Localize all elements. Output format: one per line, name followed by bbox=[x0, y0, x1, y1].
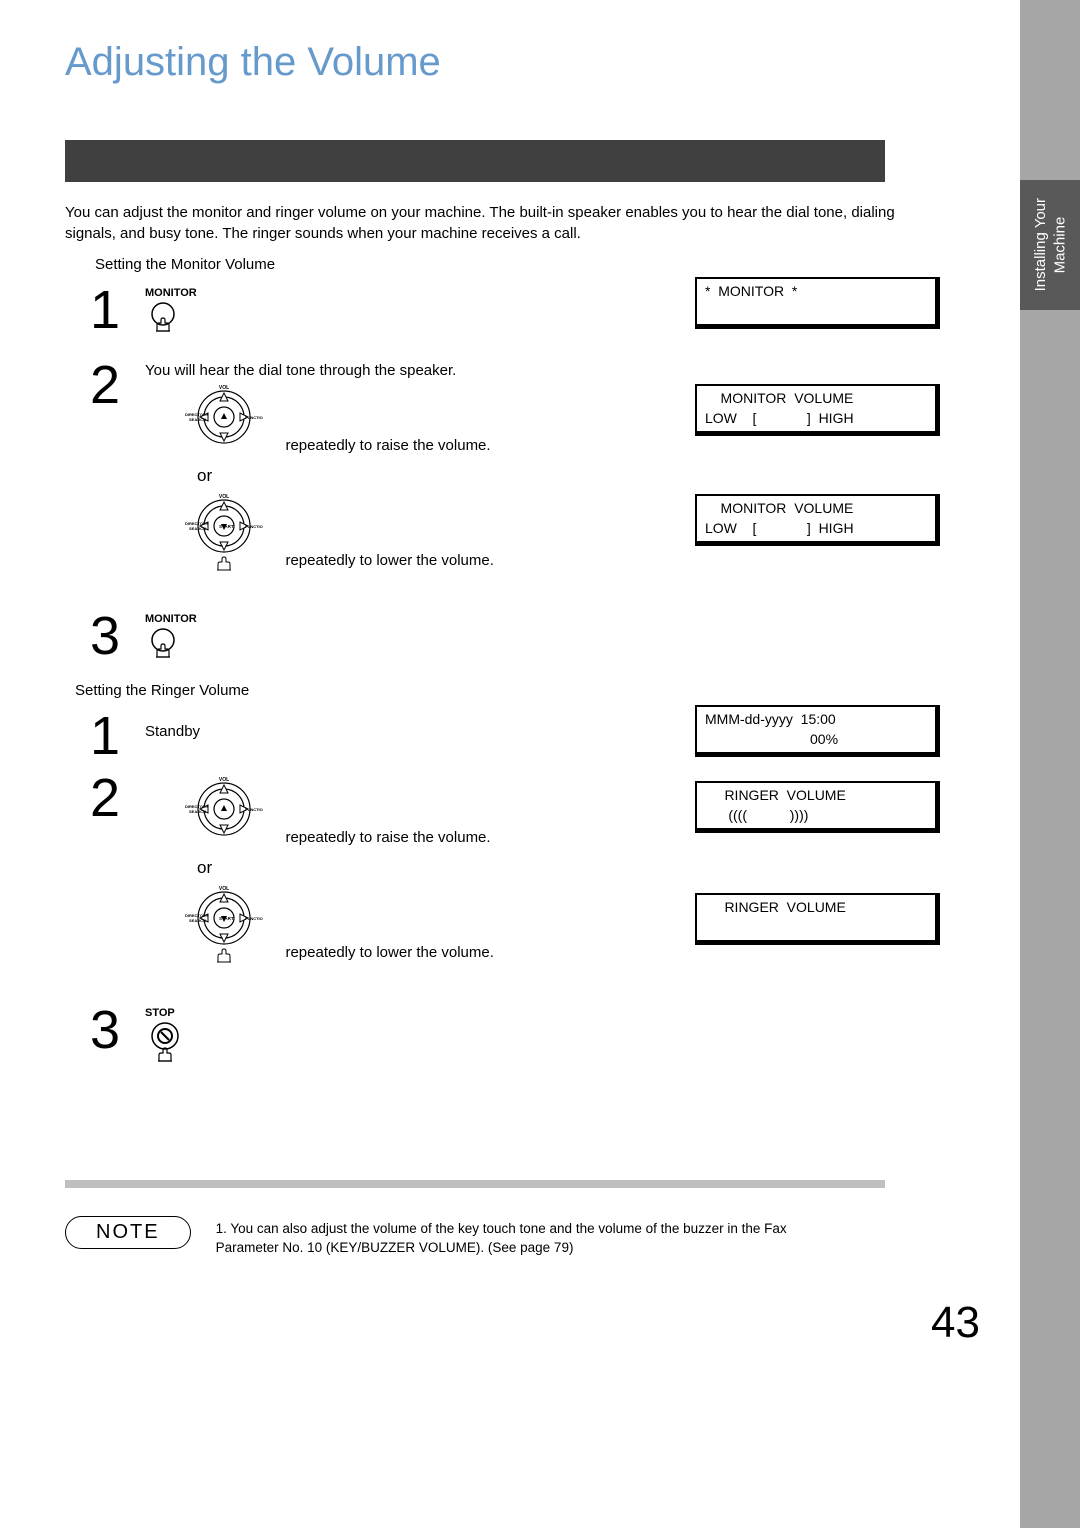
svg-text:FUNCTION: FUNCTION bbox=[245, 807, 263, 812]
monitor-step-2: 2 You will hear the dial tone through th… bbox=[65, 354, 935, 587]
svg-text:VOL: VOL bbox=[219, 385, 229, 391]
dial-down-icon: START VOL DIRECTORY SEARCH FUNCTION bbox=[185, 492, 263, 587]
raise-text: repeatedly to raise the volume. bbox=[285, 829, 490, 846]
note-badge: NOTE bbox=[65, 1216, 191, 1249]
step-number: 1 bbox=[65, 279, 145, 337]
or-text: or bbox=[197, 466, 935, 486]
section-tab: Installing YourMachine bbox=[1020, 180, 1080, 310]
lower-text: repeatedly to lower the volume. bbox=[285, 552, 493, 569]
step-number: 3 bbox=[65, 999, 145, 1057]
dial-up-icon: VOL DIRECTORY SEARCH FUNCTION bbox=[185, 775, 263, 852]
note-text: 1. You can also adjust the volume of the… bbox=[216, 1216, 787, 1258]
step-number: 1 bbox=[65, 705, 145, 763]
ringer-heading: Setting the Ringer Volume bbox=[75, 682, 935, 699]
display-line bbox=[705, 918, 927, 938]
step-number: 3 bbox=[65, 605, 145, 663]
intro-text: You can adjust the monitor and ringer vo… bbox=[65, 202, 915, 244]
stop-button-icon bbox=[145, 1021, 185, 1073]
svg-text:VOL: VOL bbox=[219, 494, 229, 500]
lcd-display: MONITOR VOLUME LOW [ ] HIGH bbox=[695, 494, 940, 546]
lcd-display: * MONITOR * bbox=[695, 277, 940, 329]
step2-intro: You will hear the dial tone through the … bbox=[145, 362, 935, 379]
display-line: LOW [ ] HIGH bbox=[705, 519, 927, 539]
ringer-step-3: 3 STOP bbox=[65, 999, 935, 1078]
display-line: MONITOR VOLUME bbox=[705, 389, 927, 409]
svg-text:VOL: VOL bbox=[219, 886, 229, 892]
display-line: LOW [ ] HIGH bbox=[705, 409, 927, 429]
monitor-heading: Setting the Monitor Volume bbox=[95, 256, 935, 273]
lower-text: repeatedly to lower the volume. bbox=[285, 944, 493, 961]
ringer-step-2: 2 VOL DIRECTORY SEARCH bbox=[65, 767, 935, 979]
display-line: RINGER VOLUME bbox=[705, 898, 927, 918]
lcd-display: MMM-dd-yyyy 15:00 00% bbox=[695, 705, 940, 757]
lcd-display: RINGER VOLUME bbox=[695, 893, 940, 945]
note-line: 1. You can also adjust the volume of the… bbox=[216, 1220, 787, 1239]
svg-text:VOL: VOL bbox=[219, 777, 229, 783]
note-separator bbox=[65, 1180, 885, 1188]
monitor-step-1: 1 MONITOR * MONITOR * bbox=[65, 279, 935, 350]
stop-button-label: STOP bbox=[145, 1007, 935, 1019]
ringer-step-1: 1 Standby MMM-dd-yyyy 15:00 00% bbox=[65, 705, 935, 763]
step-number: 2 bbox=[65, 767, 145, 825]
monitor-button-label: MONITOR bbox=[145, 613, 935, 625]
svg-text:SEARCH: SEARCH bbox=[189, 417, 206, 422]
display-line: (((( )))) bbox=[705, 806, 927, 826]
display-line: * MONITOR * bbox=[705, 282, 927, 302]
svg-text:START: START bbox=[219, 916, 234, 921]
section-tab-label: Installing YourMachine bbox=[1031, 198, 1070, 291]
press-button-icon bbox=[145, 301, 181, 345]
or-text: or bbox=[197, 858, 935, 878]
svg-text:FUNCTION: FUNCTION bbox=[245, 415, 263, 420]
note-line: Parameter No. 10 (KEY/BUZZER VOLUME). (S… bbox=[216, 1239, 787, 1258]
svg-text:SEARCH: SEARCH bbox=[189, 918, 206, 923]
page-number: 43 bbox=[931, 1298, 980, 1348]
display-line: RINGER VOLUME bbox=[705, 786, 927, 806]
dial-down-icon: START VOL DIRECTORY SEARCH FUNCTION bbox=[185, 884, 263, 979]
lcd-display: RINGER VOLUME (((( )))) bbox=[695, 781, 940, 833]
step-number: 2 bbox=[65, 354, 145, 412]
page-content: Adjusting the Volume You can adjust the … bbox=[65, 40, 935, 1082]
svg-text:START: START bbox=[219, 524, 234, 529]
press-button-icon bbox=[145, 627, 181, 671]
section-band bbox=[65, 140, 885, 182]
dial-up-icon: VOL DIRECTORY SEARCH FUNCTION bbox=[185, 383, 263, 460]
svg-text:FUNCTION: FUNCTION bbox=[245, 524, 263, 529]
display-line: MONITOR VOLUME bbox=[705, 499, 927, 519]
svg-text:SEARCH: SEARCH bbox=[189, 526, 206, 531]
display-line: MMM-dd-yyyy 15:00 bbox=[705, 710, 927, 730]
svg-text:FUNCTION: FUNCTION bbox=[245, 916, 263, 921]
note-section: NOTE 1. You can also adjust the volume o… bbox=[65, 1216, 915, 1258]
svg-text:SEARCH: SEARCH bbox=[189, 809, 206, 814]
lcd-display: MONITOR VOLUME LOW [ ] HIGH bbox=[695, 384, 940, 436]
display-line: 00% bbox=[705, 730, 927, 750]
display-line bbox=[705, 302, 927, 322]
page-title: Adjusting the Volume bbox=[65, 40, 935, 85]
monitor-step-3: 3 MONITOR bbox=[65, 605, 935, 676]
raise-text: repeatedly to raise the volume. bbox=[285, 437, 490, 454]
